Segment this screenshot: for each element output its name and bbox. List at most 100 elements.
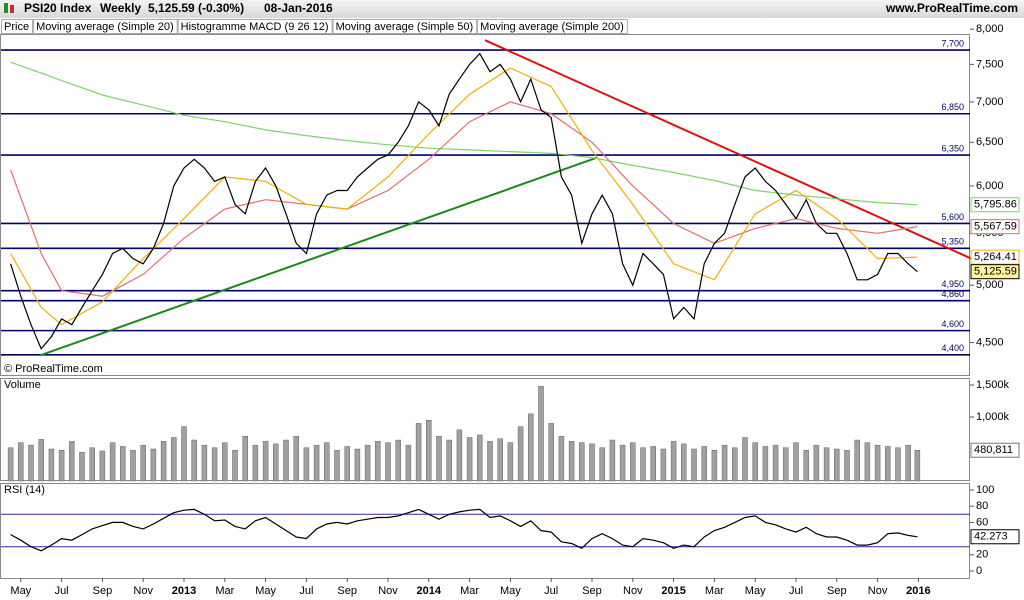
level-label: 7,700: [941, 38, 964, 48]
volume-bar: [171, 437, 177, 482]
y-tick-label: 8,000: [976, 23, 1004, 35]
volume-bar: [701, 446, 707, 482]
volume-bar: [589, 443, 595, 482]
volume-bar: [752, 442, 758, 482]
volume-bar: [211, 447, 218, 482]
legend-item: Moving average (Simple 200): [480, 21, 624, 33]
x-tick-label: Nov: [133, 585, 153, 597]
x-tick-label: Jul: [55, 585, 69, 597]
volume-bar: [58, 450, 65, 482]
legend-item: Price: [4, 21, 29, 33]
x-tick-label: 2013: [172, 585, 196, 597]
volume-bar: [599, 447, 605, 482]
last-value-label: 5,567.59: [974, 221, 1017, 233]
header-bar: [0, 0, 1024, 18]
volume-bar: [222, 442, 228, 482]
volume-bar: [436, 435, 442, 482]
last-value-box: [970, 264, 1020, 280]
last-value-box: [970, 219, 1020, 235]
volume-bar: [497, 438, 503, 482]
volume-bar: [772, 444, 779, 482]
y-tick-label: 80: [976, 500, 988, 512]
volume-bar: [874, 444, 881, 482]
y-tick-label: 60: [976, 516, 988, 528]
volume-panel: [0, 378, 970, 481]
level-label: 4,400: [941, 343, 964, 353]
volume-bar: [48, 448, 55, 482]
last-value-label: 5,125.59: [974, 266, 1017, 278]
volume-bar: [487, 441, 493, 482]
volume-bar: [619, 444, 626, 482]
volume-bar: [140, 444, 146, 482]
x-tick-label: May: [10, 585, 31, 597]
panel-title: Volume: [4, 379, 41, 391]
volume-bar: [630, 442, 636, 482]
volume-bar: [793, 442, 799, 482]
legend-box: [477, 19, 628, 34]
volume-bar: [160, 441, 167, 482]
legend-item: Histogramme MACD (9 26 12): [181, 21, 329, 33]
y-tick-label: 4,500: [976, 336, 1004, 348]
volume-bar: [670, 441, 677, 482]
x-tick-label: Sep: [93, 585, 113, 597]
volume-bar: [548, 423, 554, 482]
volume-bar: [742, 437, 748, 482]
volume-bar: [69, 441, 75, 482]
level-label: 4,950: [941, 279, 964, 289]
x-tick-label: May: [255, 585, 276, 597]
rsi-panel: [0, 483, 970, 579]
level-label: 6,350: [941, 143, 964, 153]
last-value-box: [970, 442, 1020, 458]
x-tick-label: 2015: [661, 585, 685, 597]
x-tick-label: Mar: [215, 585, 234, 597]
volume-bar: [375, 441, 381, 482]
volume-bar: [385, 442, 391, 482]
x-tick-label: 2016: [906, 585, 930, 597]
app-icon: [10, 5, 14, 13]
volume-bar: [273, 443, 279, 482]
volume-bar: [334, 450, 340, 482]
y-tick-label: 7,000: [976, 96, 1004, 108]
trendline: [39, 156, 598, 357]
volume-bar: [130, 450, 136, 482]
volume-bar: [813, 444, 820, 482]
volume-bar: [650, 446, 656, 482]
trendline: [484, 39, 981, 264]
series-line: [10, 508, 918, 552]
volume-bar: [609, 439, 616, 482]
volume-bar: [640, 447, 646, 482]
last-value-label: 480,811: [974, 444, 1013, 456]
x-tick-label: Mar: [460, 585, 479, 597]
volume-bar: [109, 442, 116, 482]
legend-box: [177, 19, 333, 34]
volume-bar: [293, 435, 299, 482]
series-line: [10, 52, 918, 350]
volume-bar: [364, 444, 371, 482]
volume-bar: [834, 448, 840, 482]
volume-bar: [803, 450, 809, 482]
period: Weekly: [100, 1, 141, 15]
volume-bar: [895, 447, 901, 482]
volume-bar: [711, 450, 718, 482]
legend-box: [332, 19, 478, 34]
volume-bar: [232, 450, 238, 482]
series-line: [10, 67, 918, 326]
instrument-name: PSI20 Index: [24, 1, 92, 15]
volume-bar: [914, 449, 921, 482]
series-line: [10, 101, 918, 297]
y-tick-label: 20: [976, 549, 988, 561]
volume-bar: [466, 437, 473, 482]
volume-bar: [28, 444, 34, 482]
volume-bar: [691, 448, 697, 482]
volume-bar: [89, 447, 95, 482]
volume-bar: [456, 429, 463, 482]
copyright: © ProRealTime.com: [4, 363, 103, 375]
y-tick-label: 7,500: [976, 58, 1004, 70]
x-tick-label: Sep: [582, 585, 602, 597]
volume-bar: [762, 446, 769, 482]
x-tick-label: May: [745, 585, 766, 597]
volume-bar: [303, 447, 310, 482]
volume-bar: [191, 439, 197, 482]
volume-bar: [732, 447, 738, 482]
